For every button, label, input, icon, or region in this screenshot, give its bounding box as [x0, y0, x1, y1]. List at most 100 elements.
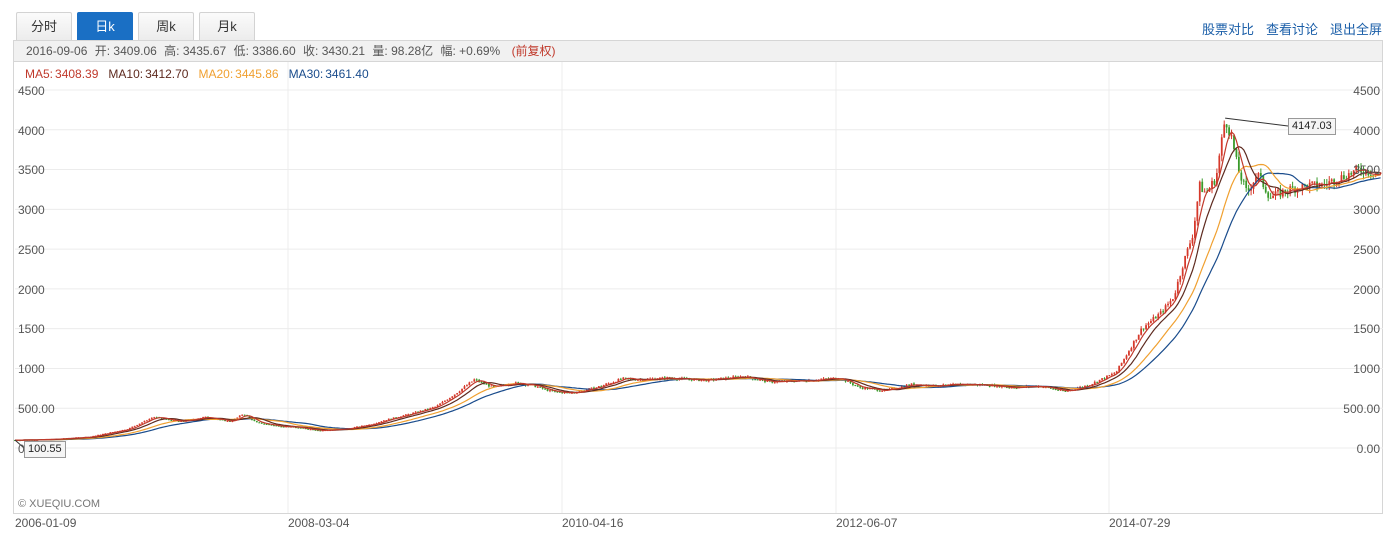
candle-body — [458, 391, 461, 394]
tab-weekly-k[interactable]: 周k — [138, 12, 194, 40]
candle-body — [1154, 317, 1157, 319]
candle-body — [1125, 355, 1128, 359]
candle-body — [1101, 378, 1103, 380]
candle-body — [590, 387, 593, 389]
candle-body — [1259, 173, 1262, 177]
y-tick-left: 500.00 — [18, 402, 55, 416]
candle-body — [546, 388, 549, 392]
candle-body — [121, 429, 124, 431]
ma20-legend: MA20: 3445.86 — [198, 67, 278, 81]
candle-body — [360, 425, 363, 427]
candle-body — [1132, 341, 1135, 349]
candle-body — [1352, 170, 1355, 175]
candle-body — [390, 418, 393, 420]
ma10-value: 3412.70 — [145, 67, 189, 81]
ma5-legend: MA5: 3408.39 — [25, 67, 98, 81]
candle-body — [527, 384, 529, 386]
candle-body — [1264, 187, 1267, 193]
info-low-label: 低: — [233, 44, 249, 58]
ma10-label: MA10: — [108, 67, 144, 81]
candle-body — [607, 383, 610, 385]
candle-body — [1350, 173, 1353, 175]
candle-body — [1215, 172, 1218, 185]
candle-body — [700, 380, 703, 382]
candle-body — [1096, 381, 1099, 383]
candle-body — [551, 390, 554, 392]
candle-body — [1110, 373, 1113, 376]
candle-body — [380, 421, 383, 423]
candle-body — [910, 383, 913, 386]
ma30-value: 3461.40 — [325, 67, 369, 81]
info-change: +0.69% — [459, 44, 501, 58]
candle-body — [492, 385, 495, 387]
candle-body — [1223, 124, 1226, 138]
candle-body — [1176, 281, 1179, 294]
y-tick-left: 0 — [18, 442, 25, 456]
candle-body — [849, 380, 852, 384]
max-price-marker: 4147.03 — [1288, 118, 1336, 135]
candle-body — [1262, 176, 1265, 188]
candle-body — [1242, 180, 1245, 182]
candle-body — [1150, 321, 1152, 324]
candle-body — [268, 424, 270, 426]
candle-body — [1313, 181, 1316, 183]
candle-body — [629, 378, 632, 380]
view-discussion-link[interactable]: 查看讨论 — [1265, 22, 1318, 37]
candle-body — [1162, 311, 1165, 313]
candle-body — [229, 420, 231, 422]
candle-body — [1010, 387, 1013, 389]
candle-body — [1311, 181, 1314, 183]
candle-body — [221, 419, 224, 421]
candle-body — [463, 386, 466, 389]
info-open-label: 开: — [94, 44, 111, 58]
candle-body — [1343, 175, 1345, 179]
candle-body — [407, 414, 410, 416]
tab-monthly-k[interactable]: 月k — [199, 12, 255, 40]
candle-body — [1005, 387, 1008, 389]
candle-body — [1128, 351, 1130, 356]
candle-body — [1167, 303, 1169, 306]
candle-body — [1279, 189, 1282, 197]
candle-body — [382, 420, 385, 422]
ma30-label: MA30: — [288, 67, 324, 81]
candle-body — [402, 415, 405, 417]
compare-stocks-link[interactable]: 股票对比 — [1201, 22, 1254, 37]
info-close-label: 收: — [303, 44, 319, 58]
y-tick-left: 1500 — [18, 322, 45, 336]
candle-body — [610, 383, 612, 385]
x-tick: 2010-04-16 — [562, 516, 624, 530]
candle-body — [1103, 378, 1106, 380]
candle-body — [1240, 172, 1243, 181]
candle-body — [878, 390, 881, 392]
candle-body — [1333, 179, 1336, 185]
candle-body — [133, 425, 136, 427]
candle-body — [466, 385, 468, 387]
exit-fullscreen-link[interactable]: 退出全屏 — [1329, 22, 1382, 37]
candle-body — [600, 386, 603, 388]
candle-body — [720, 377, 722, 379]
candle-body — [1284, 189, 1287, 193]
candle-body — [168, 419, 170, 421]
candle-body — [1064, 390, 1067, 392]
info-change-label: 幅: — [440, 44, 456, 58]
candle-body — [309, 429, 312, 431]
candle-body — [277, 425, 280, 427]
candle-body — [263, 423, 266, 425]
y-tick-right: 1000 — [1353, 362, 1380, 376]
candle-body — [468, 382, 471, 386]
tab-daily-k[interactable]: 日k — [77, 12, 133, 40]
candle-body — [150, 417, 153, 419]
candle-body — [412, 412, 415, 415]
candle-body — [690, 379, 693, 381]
candle-body — [1079, 386, 1081, 389]
candle-body — [514, 382, 517, 384]
tab-intraday[interactable]: 分时 — [16, 12, 72, 40]
candle-body — [485, 383, 488, 385]
candle-body — [852, 383, 854, 385]
candle-body — [903, 386, 906, 388]
candle-body — [1147, 323, 1150, 326]
candle-body — [109, 432, 112, 434]
candle-body — [456, 393, 459, 395]
candle-body — [436, 405, 439, 407]
